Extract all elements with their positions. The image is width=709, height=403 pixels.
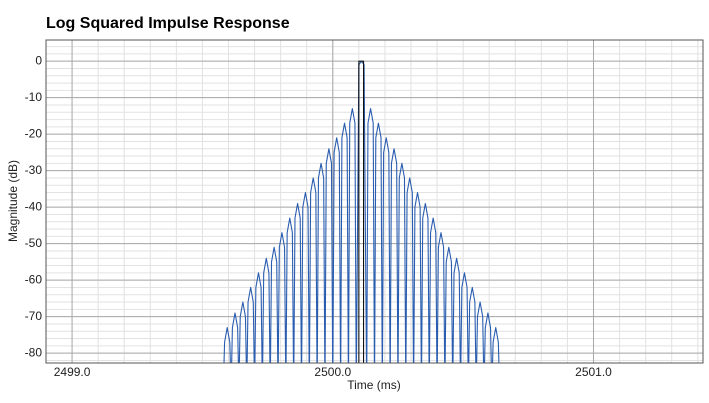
plot-lines	[223, 60, 500, 363]
y-axis-label: Magnitude (dB)	[6, 160, 20, 242]
chart-title: Log Squared Impulse Response	[46, 15, 290, 32]
y-tick-label: -70	[25, 309, 43, 323]
y-tick-label: -80	[25, 345, 43, 359]
y-tick-label: -60	[25, 272, 43, 286]
y-tick-label: -40	[25, 199, 43, 213]
x-tick-label: 2500.0	[314, 365, 351, 379]
x-tick-label: 2501.0	[575, 365, 612, 379]
plot-border	[45, 39, 704, 364]
y-tick-label: 0	[35, 53, 42, 67]
y-tick-label: -30	[25, 163, 43, 177]
x-tick-label: 2499.0	[54, 365, 91, 379]
y-tick-label: -50	[25, 236, 43, 250]
x-axis-label: Time (ms)	[347, 378, 401, 392]
series-line	[358, 60, 365, 363]
y-tick-label: -20	[25, 126, 43, 140]
y-tick-label: -10	[25, 90, 43, 104]
